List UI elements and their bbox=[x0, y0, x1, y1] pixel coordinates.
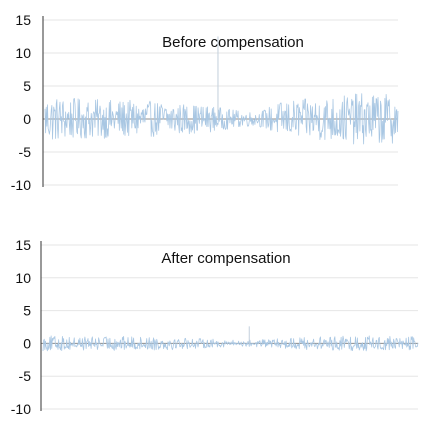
chart-title: Before compensation bbox=[162, 34, 304, 51]
y-tick-label: 15 bbox=[15, 12, 31, 28]
y-tick-label: -10 bbox=[11, 177, 31, 193]
y-tick-label: 0 bbox=[23, 335, 31, 351]
y-tick-label: -5 bbox=[19, 144, 32, 160]
chart-title: After compensation bbox=[161, 250, 290, 267]
y-tick-label: 0 bbox=[23, 111, 31, 127]
y-tick-label: 10 bbox=[15, 270, 31, 286]
chart-1: 15 10 5 0 -5 -10 Before compensation bbox=[11, 12, 399, 193]
y-tick-label: 15 bbox=[15, 237, 31, 253]
y-tick-label: 5 bbox=[23, 78, 31, 94]
y-tick-label: 5 bbox=[23, 303, 31, 319]
signal-line bbox=[42, 335, 419, 352]
signal-line bbox=[44, 93, 399, 145]
chart-2: 15 10 5 0 -5 -10 After compensation bbox=[11, 237, 419, 417]
y-tick-label: -10 bbox=[11, 401, 31, 417]
y-tick-label: 10 bbox=[15, 45, 31, 61]
y-tick-label: -5 bbox=[19, 368, 32, 384]
